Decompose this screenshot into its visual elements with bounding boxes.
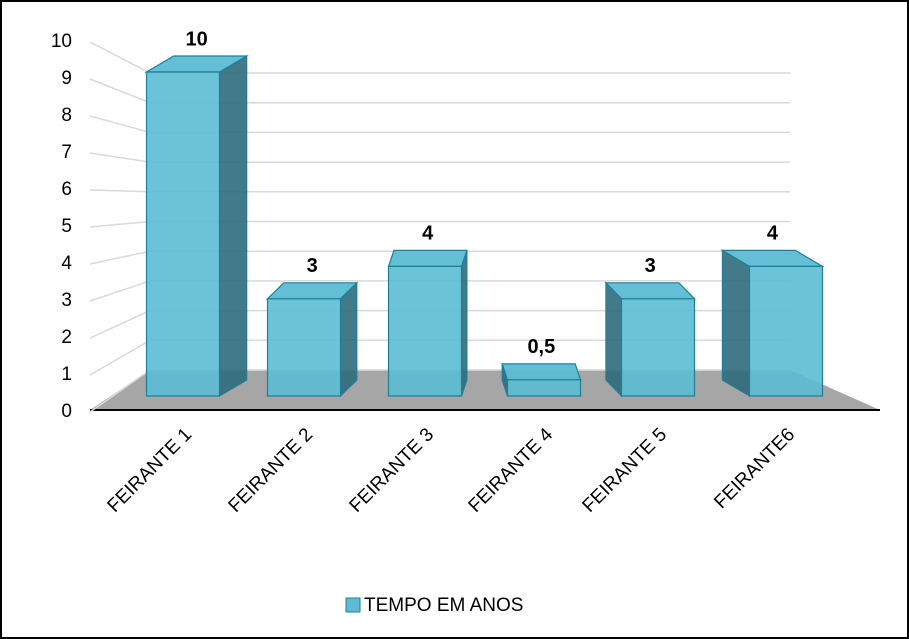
bar-front <box>145 71 221 397</box>
bar <box>144 54 249 398</box>
bar-side <box>218 54 248 398</box>
bar-side <box>460 250 468 397</box>
grid-line <box>89 309 151 339</box>
y-tick-label: 5 <box>61 216 72 237</box>
value-label: 4 <box>767 223 779 245</box>
y-tick-label: 0 <box>61 401 72 422</box>
y-tick-label: 7 <box>61 142 72 163</box>
value-label: 4 <box>422 223 434 245</box>
value-label: 10 <box>185 28 207 50</box>
legend-label: TEMPO EM ANOS <box>364 595 523 616</box>
y-tick-label: 2 <box>61 327 72 348</box>
y-tick-label: 6 <box>61 179 72 200</box>
bar-top <box>501 363 582 381</box>
bar-front <box>620 298 696 397</box>
grid-line <box>89 369 151 413</box>
bar-front <box>748 265 824 397</box>
bar-front <box>506 379 582 397</box>
value-label: 3 <box>645 255 656 277</box>
y-tick-label: 9 <box>61 68 72 89</box>
grid-line <box>89 280 151 302</box>
bar <box>501 363 582 397</box>
y-tick-label: 8 <box>61 105 72 126</box>
bar-side <box>339 281 358 398</box>
grid-line <box>89 78 151 104</box>
bar <box>604 281 696 398</box>
grid-line <box>89 152 151 163</box>
y-tick-label: 3 <box>61 290 72 311</box>
grid-line <box>89 115 151 134</box>
bar-front <box>266 298 342 397</box>
grid-line <box>89 250 151 265</box>
y-tick-label: 4 <box>61 253 72 274</box>
bar-side <box>721 249 751 398</box>
bar <box>387 249 468 397</box>
grid-line <box>89 220 151 228</box>
grid-line <box>89 339 151 376</box>
bar-front <box>387 265 463 397</box>
bar-side <box>605 281 623 398</box>
value-label: 0,5 <box>527 336 555 358</box>
bar <box>266 281 359 398</box>
bar-top <box>604 282 696 300</box>
y-tick-label: 1 <box>61 364 72 385</box>
bar-top <box>387 249 468 267</box>
grid-line <box>89 41 151 74</box>
y-tick-label: 10 <box>51 31 72 52</box>
grid-line <box>89 189 151 193</box>
bar <box>720 249 825 398</box>
legend-swatch <box>345 597 361 613</box>
bar-top <box>266 282 359 300</box>
value-label: 3 <box>307 255 318 277</box>
